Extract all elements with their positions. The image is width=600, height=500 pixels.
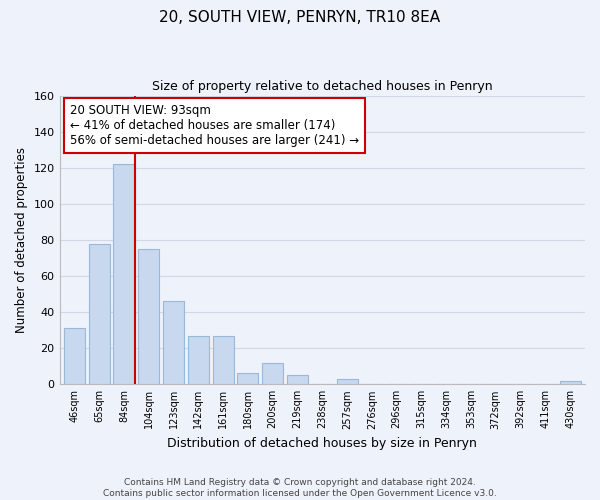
- Text: Contains HM Land Registry data © Crown copyright and database right 2024.
Contai: Contains HM Land Registry data © Crown c…: [103, 478, 497, 498]
- Title: Size of property relative to detached houses in Penryn: Size of property relative to detached ho…: [152, 80, 493, 93]
- Bar: [560, 380, 581, 384]
- Bar: [188, 336, 209, 384]
- Bar: [238, 374, 259, 384]
- Bar: [287, 376, 308, 384]
- Bar: [64, 328, 85, 384]
- Bar: [113, 164, 134, 384]
- Bar: [212, 336, 233, 384]
- Text: 20, SOUTH VIEW, PENRYN, TR10 8EA: 20, SOUTH VIEW, PENRYN, TR10 8EA: [160, 10, 440, 25]
- X-axis label: Distribution of detached houses by size in Penryn: Distribution of detached houses by size …: [167, 437, 477, 450]
- Bar: [89, 244, 110, 384]
- Bar: [163, 302, 184, 384]
- Text: 20 SOUTH VIEW: 93sqm
← 41% of detached houses are smaller (174)
56% of semi-deta: 20 SOUTH VIEW: 93sqm ← 41% of detached h…: [70, 104, 359, 147]
- Bar: [138, 249, 160, 384]
- Bar: [262, 362, 283, 384]
- Bar: [337, 379, 358, 384]
- Y-axis label: Number of detached properties: Number of detached properties: [15, 147, 28, 333]
